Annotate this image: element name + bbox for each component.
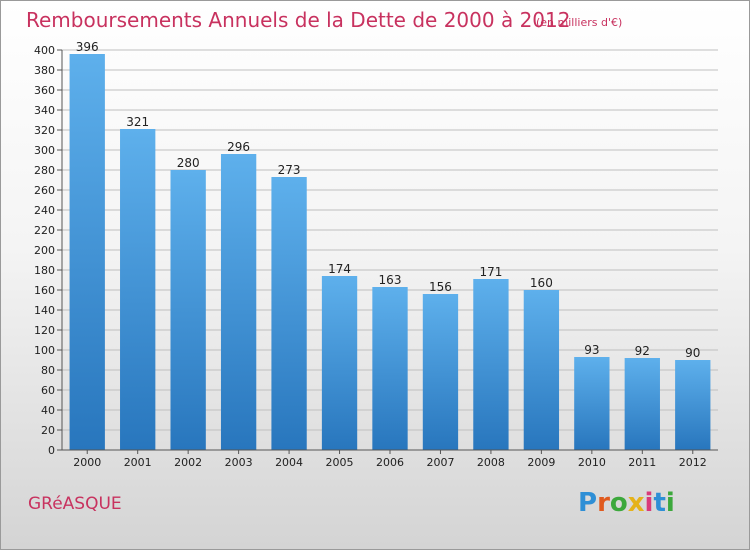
bar-value-label: 296 [227,140,250,154]
y-tick-label: 180 [34,264,55,277]
x-tick-label: 2008 [477,456,505,469]
y-tick-label: 400 [34,44,55,57]
bar-value-label: 273 [278,163,301,177]
y-tick-label: 100 [34,344,55,357]
y-tick-label: 300 [34,144,55,157]
bar [422,294,459,450]
x-tick-label: 2007 [426,456,454,469]
x-tick-label: 2005 [326,456,354,469]
x-tick-label: 2012 [679,456,707,469]
bar [321,276,358,450]
bar [372,287,408,450]
bar-value-label: 156 [429,280,452,294]
logo-letter: t [653,488,666,518]
y-tick-label: 340 [34,104,55,117]
chart-subtitle: (en milliers d'€) [536,16,623,29]
bar [170,170,206,450]
y-tick-label: 0 [48,444,55,457]
bar-value-label: 174 [328,262,351,276]
logo-letter: r [597,488,610,518]
bar-value-label: 321 [126,115,149,129]
x-tick-label: 2003 [225,456,253,469]
x-tick-label: 2009 [527,456,555,469]
logo-letter: i [665,488,675,518]
y-tick-label: 120 [34,324,55,337]
y-tick-label: 320 [34,124,55,137]
bar [120,129,156,450]
logo-letter: i [644,488,654,518]
bar [473,279,509,450]
x-tick-label: 2006 [376,456,404,469]
x-tick-label: 2010 [578,456,606,469]
bar-value-label: 396 [76,40,99,54]
bar [220,154,257,450]
logo-letter: o [609,488,628,518]
bar [523,290,560,450]
bar [271,177,307,450]
y-tick-label: 140 [34,304,55,317]
bar-value-label: 171 [479,265,502,279]
y-tick-label: 240 [34,204,55,217]
y-tick-label: 160 [34,284,55,297]
x-tick-label: 2004 [275,456,303,469]
x-tick-label: 2002 [174,456,202,469]
y-tick-label: 220 [34,224,55,237]
bar [675,360,711,450]
chart-title: Remboursements Annuels de la Dette de 20… [26,8,571,32]
logo-letter: x [627,488,645,518]
bar [624,358,660,450]
bar-value-label: 90 [685,346,700,360]
bar [574,357,610,450]
y-tick-label: 280 [34,164,55,177]
y-tick-label: 360 [34,84,55,97]
y-tick-label: 260 [34,184,55,197]
y-tick-label: 200 [34,244,55,257]
bar-value-label: 92 [635,344,650,358]
x-tick-label: 2001 [124,456,152,469]
bar-value-label: 280 [177,156,200,170]
logo-letter: P [578,488,598,518]
y-tick-label: 60 [41,384,55,397]
x-tick-label: 2011 [628,456,656,469]
y-tick-label: 380 [34,64,55,77]
y-tick-label: 80 [41,364,55,377]
x-tick-label: 2000 [73,456,101,469]
bar-value-label: 93 [584,343,599,357]
y-tick-label: 20 [41,424,55,437]
bar-value-label: 160 [530,276,553,290]
y-tick-label: 40 [41,404,55,417]
proxiti-logo: Proxiti [578,488,675,518]
bar-value-label: 163 [379,273,402,287]
bar [69,54,105,450]
city-name: GRéASQUE [28,494,122,514]
